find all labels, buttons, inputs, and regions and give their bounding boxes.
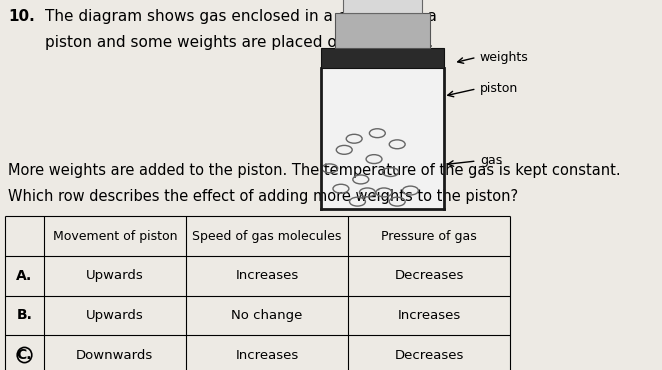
Text: The diagram shows gas enclosed in a cylinder by a: The diagram shows gas enclosed in a cyli… [45,9,437,24]
Text: piston: piston [480,82,518,95]
Text: More weights are added to the piston. The temperature of the gas is kept constan: More weights are added to the piston. Th… [8,163,620,178]
Text: A.: A. [17,269,32,283]
Text: piston and some weights are placed on the piston.: piston and some weights are placed on th… [45,35,433,50]
Text: C.: C. [17,348,32,362]
Text: Upwards: Upwards [86,309,144,322]
Text: Movement of piston: Movement of piston [52,230,177,243]
Text: Which row describes the effect of adding more weights to the piston?: Which row describes the effect of adding… [8,189,518,204]
Text: gas: gas [480,154,502,168]
Text: Increases: Increases [398,309,461,322]
Text: 10.: 10. [8,9,34,24]
Bar [321,48,444,68]
Text: Downwards: Downwards [76,349,154,361]
Text: Decreases: Decreases [395,349,464,361]
Text: Increases: Increases [236,269,299,282]
Bar [334,13,430,48]
Text: Decreases: Decreases [395,269,464,282]
Bar [342,0,422,13]
Text: No change: No change [232,309,303,322]
Text: Pressure of gas: Pressure of gas [381,230,477,243]
Text: Upwards: Upwards [86,269,144,282]
Bar [321,68,444,209]
Text: Increases: Increases [236,349,299,361]
Text: Speed of gas molecules: Speed of gas molecules [193,230,342,243]
Text: weights: weights [480,51,529,64]
Text: B.: B. [17,309,32,322]
